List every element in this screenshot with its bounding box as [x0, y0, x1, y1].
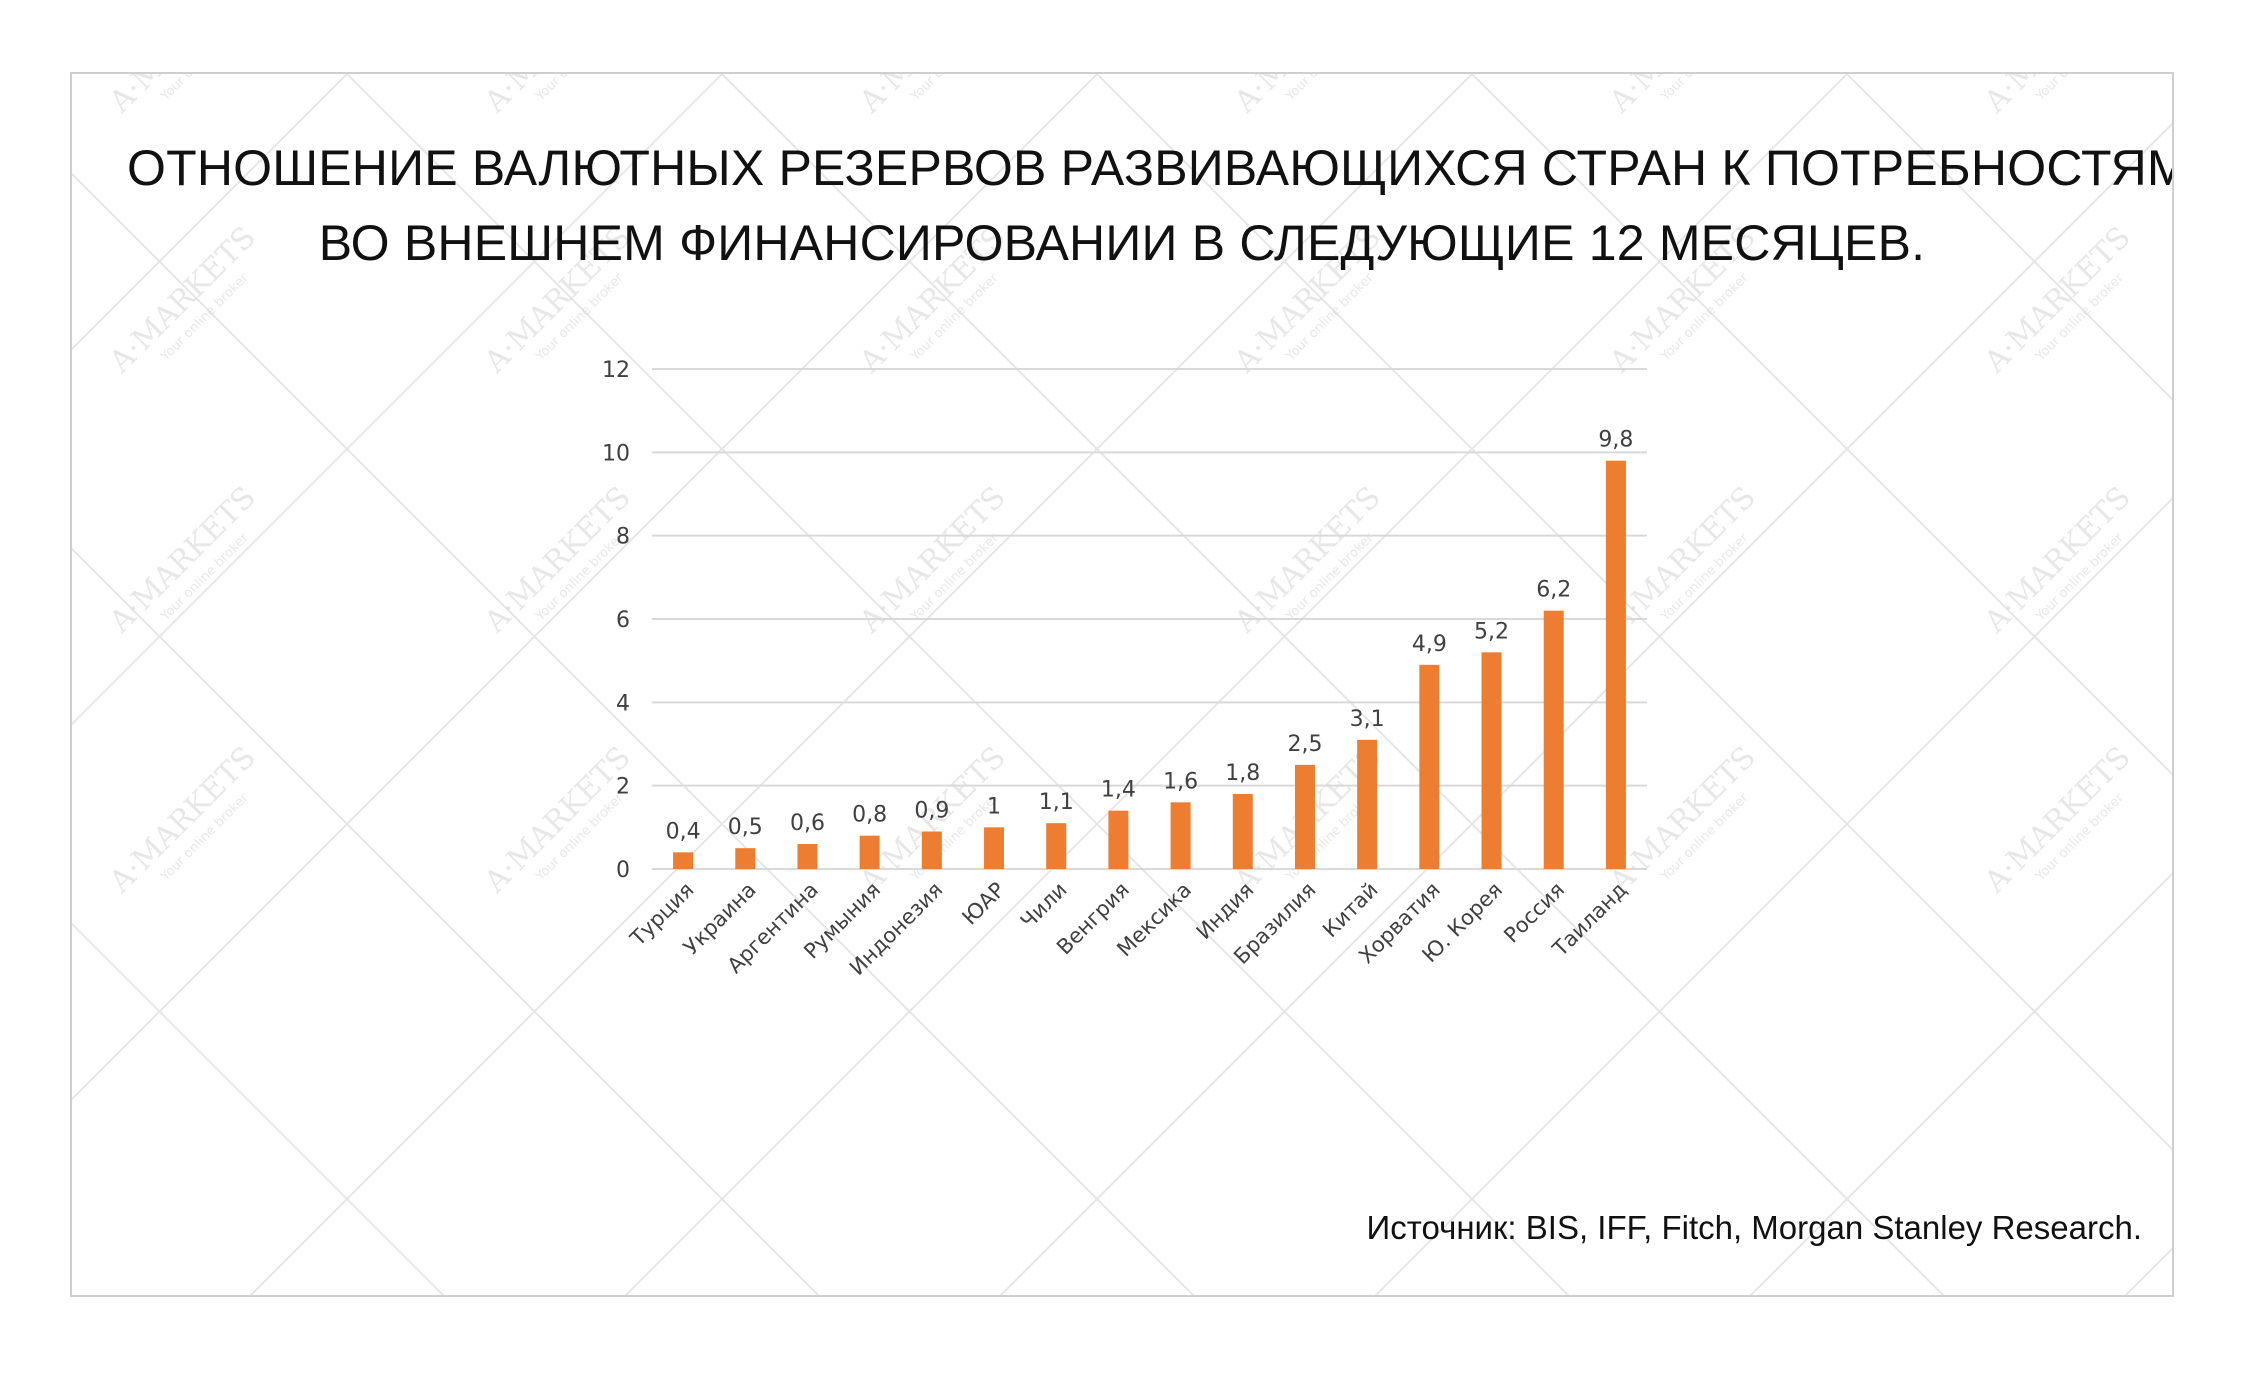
y-tick-label: 4	[616, 691, 630, 716]
source-note: Источник: BIS, IFF, Fitch, Morgan Stanle…	[1366, 1209, 2142, 1246]
data-label: 1,1	[1039, 790, 1074, 815]
data-label: 1	[987, 794, 1001, 819]
bar	[797, 844, 818, 869]
data-label: 0,4	[666, 819, 701, 844]
bar	[735, 848, 756, 869]
bar	[1294, 764, 1315, 869]
bar	[1046, 823, 1067, 869]
bar	[1419, 664, 1440, 869]
x-tick-label: Чили	[1016, 878, 1072, 934]
bar	[1108, 810, 1129, 869]
data-label: 0,6	[790, 811, 825, 836]
chart-title-line-1: ОТНОШЕНИЕ ВАЛЮТНЫХ РЕЗЕРВОВ РАЗВИВАЮЩИХС…	[127, 140, 2174, 196]
data-label: 1,8	[1225, 761, 1260, 786]
bar	[1481, 652, 1502, 869]
bar-chart: 0 2 4 6 8 10 12 0,4 0,5 0,6 0,8 0,9 1 1,1 1,4 1,6 1,8 2,…	[602, 358, 1647, 980]
bar	[673, 852, 694, 869]
data-labels: 0,4 0,5 0,6 0,8 0,9 1 1,1 1,4 1,6 1,8 2,5 3,1 4,9 5,2…	[666, 428, 1634, 845]
bar	[1605, 460, 1626, 869]
x-tick-label: ЮАР	[957, 878, 1009, 930]
data-label: 3,1	[1350, 707, 1385, 732]
bar	[1232, 794, 1253, 869]
bar	[1170, 802, 1191, 869]
data-label: 9,8	[1598, 428, 1633, 453]
y-tick-label: 10	[602, 441, 630, 466]
bar	[921, 831, 942, 869]
y-tick-label: 0	[616, 858, 630, 883]
y-tick-label: 8	[616, 525, 630, 550]
y-tick-label: 12	[602, 358, 630, 383]
bars	[673, 460, 1626, 869]
data-label: 1,6	[1163, 769, 1198, 794]
y-axis-ticks: 0 2 4 6 8 10 12	[602, 358, 630, 883]
bar	[1357, 739, 1378, 869]
chart-title-line-2: ВО ВНЕШНЕМ ФИНАНСИРОВАНИИ В СЛЕДУЮЩИЕ 12…	[318, 215, 1926, 271]
watermark-lattice	[72, 74, 2172, 1295]
data-label: 0,8	[852, 803, 887, 828]
data-label: 2,5	[1287, 732, 1322, 757]
bar	[984, 827, 1005, 869]
data-label: 1,4	[1101, 778, 1136, 803]
gridlines	[652, 368, 1647, 870]
data-label: 4,9	[1412, 632, 1447, 657]
bar	[1543, 610, 1564, 869]
y-tick-label: 6	[616, 608, 630, 633]
data-label: 6,2	[1536, 578, 1571, 603]
chart-frame: A·MARKETS Your online broker A·MARKETS Your…	[70, 72, 2174, 1297]
data-label: 0,9	[914, 799, 949, 824]
data-label: 5,2	[1474, 619, 1509, 644]
y-tick-label: 2	[616, 775, 630, 800]
bar	[859, 835, 880, 869]
data-label: 0,5	[728, 815, 763, 840]
